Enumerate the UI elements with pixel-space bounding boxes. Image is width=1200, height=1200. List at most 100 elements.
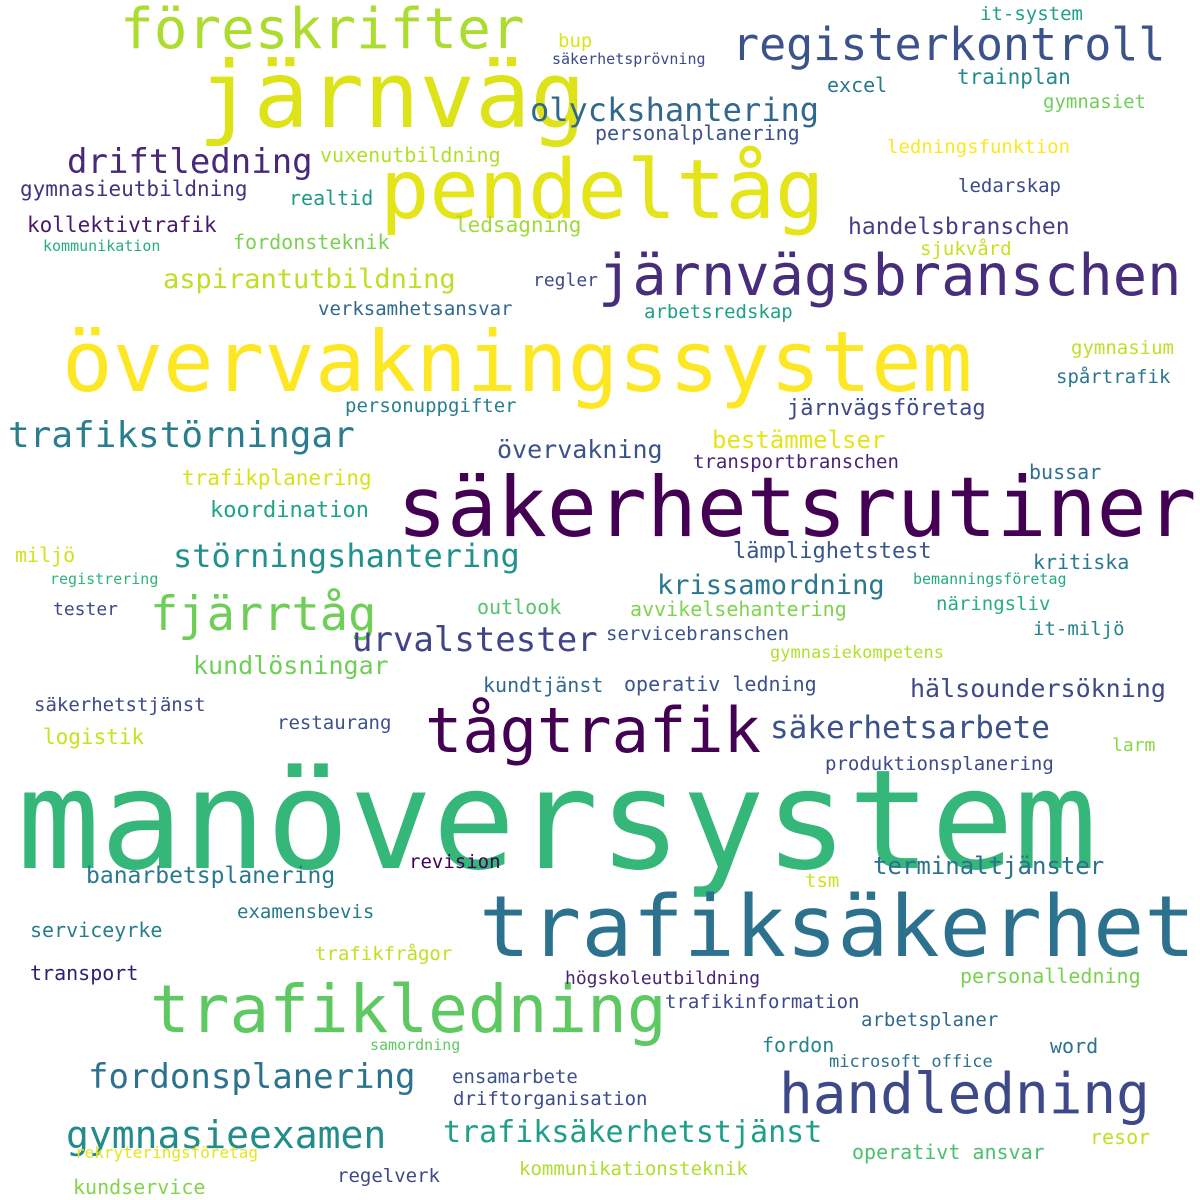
word: lämplighetstest <box>733 539 932 564</box>
word: word <box>1050 1034 1099 1058</box>
word: trafiksäkerhet <box>479 878 1196 977</box>
word: säkerhetstjänst <box>34 694 206 716</box>
word: transportbranschen <box>693 451 899 473</box>
word: hälsoundersökning <box>910 674 1166 703</box>
word: examensbevis <box>237 901 375 923</box>
word: järnväg <box>198 42 586 149</box>
word: störningshantering <box>173 537 520 575</box>
word: sjukvård <box>920 238 1012 260</box>
word: manöversystem <box>17 740 1098 901</box>
word: bussar <box>1029 460 1102 484</box>
word: arbetsplaner <box>861 1009 999 1031</box>
word: larm <box>1112 735 1156 756</box>
word: operativ ledning <box>624 672 817 696</box>
word: järnvägsbranschen <box>598 243 1182 309</box>
word: övervakningssystem <box>62 313 973 411</box>
word: ledningsfunktion <box>887 136 1071 158</box>
word: handelsbranschen <box>848 214 1070 240</box>
word: rekryteringsföretag <box>75 1143 259 1162</box>
word: registrering <box>50 570 159 588</box>
word: verksamhetsansvar <box>318 298 513 320</box>
word: personuppgifter <box>345 395 517 417</box>
word: operativt ansvar <box>852 1140 1045 1164</box>
word: resor <box>1090 1125 1151 1149</box>
word: regler <box>533 270 599 291</box>
word: ensamarbete <box>452 1066 578 1088</box>
word: säkerhetsrutiner <box>397 459 1197 556</box>
word: produktionsplanering <box>825 753 1054 775</box>
word: fordonsteknik <box>233 230 390 254</box>
word: avvikelsehantering <box>630 597 847 621</box>
word: transport <box>30 961 139 985</box>
word: handledning <box>779 1062 1150 1127</box>
word: registerkontroll <box>732 18 1166 71</box>
word: kundtjänst <box>483 673 604 697</box>
word: serviceyrke <box>30 918 163 942</box>
word: bestämmelser <box>712 426 886 454</box>
word: gymnasieutbildning <box>20 177 248 201</box>
word: personalplanering <box>595 121 800 145</box>
word: säkerhetsprövning <box>552 50 706 68</box>
word: tågtrafik <box>425 694 761 767</box>
word: trafiksäkerhetstjänst <box>443 1115 823 1150</box>
word: banarbetsplanering <box>86 863 336 889</box>
word: gymnasium <box>1071 337 1174 359</box>
word: krissamordning <box>657 570 885 601</box>
word: trafikplanering <box>182 466 372 490</box>
word: arbetsredskap <box>644 301 793 323</box>
word: högskoleutbildning <box>565 968 761 989</box>
word: bup <box>558 30 593 52</box>
word: ledarskap <box>958 175 1061 197</box>
word: säkerhetsarbete <box>770 710 1050 746</box>
word: spårtrafik <box>1056 366 1171 388</box>
word: logistik <box>43 725 145 749</box>
word: it-system <box>980 3 1083 25</box>
word: it-miljö <box>1033 618 1125 640</box>
word: trainplan <box>957 65 1071 89</box>
word: aspirantutbildning <box>163 264 456 295</box>
word: revision <box>409 851 501 873</box>
word: microsoft office <box>829 1052 993 1072</box>
word: gymnasiekompetens <box>770 643 944 663</box>
word: kollektivtrafik <box>27 213 217 237</box>
word: personalledning <box>960 964 1141 988</box>
word: koordination <box>210 498 369 523</box>
word: miljö <box>15 543 76 567</box>
word: vuxenutbildning <box>320 143 501 167</box>
word: pendeltåg <box>380 143 825 238</box>
word: kundlösningar <box>193 651 389 680</box>
word: urvalstester <box>352 620 598 660</box>
word: excel <box>827 73 888 97</box>
word: trafikfrågor <box>315 943 453 965</box>
word: fordon <box>762 1033 835 1057</box>
word: trafikinformation <box>665 991 860 1013</box>
word: driftorganisation <box>453 1088 648 1110</box>
word: gymnasiet <box>1043 91 1146 113</box>
word: regelverk <box>337 1165 440 1187</box>
word: föreskrifter <box>120 0 525 62</box>
word: gymnasieexamen <box>66 1113 387 1157</box>
word: näringsliv <box>936 593 1051 615</box>
word: ledsagning <box>455 213 582 237</box>
word: outlook <box>477 595 562 619</box>
word: bemanningsföretag <box>913 570 1067 588</box>
word: servicebranschen <box>606 623 790 645</box>
word: olyckshantering <box>530 91 819 129</box>
word: övervakning <box>497 435 663 464</box>
word: järnvägsföretag <box>787 396 986 421</box>
word: terminaltjänster <box>873 852 1105 880</box>
word: kommunikation <box>43 237 161 255</box>
word: samordning <box>370 1036 461 1054</box>
word: restaurang <box>277 712 392 734</box>
word: kritiska <box>1033 550 1130 574</box>
word: kommunikationsteknik <box>519 1158 748 1180</box>
word: fordonsplanering <box>88 1057 416 1097</box>
word: trafikledning <box>150 971 667 1048</box>
word: tsm <box>805 870 840 892</box>
word: driftledning <box>67 142 313 182</box>
word: kundservice <box>73 1175 206 1199</box>
word: tester <box>53 599 119 620</box>
word: trafikstörningar <box>8 415 355 456</box>
word: fjärrtåg <box>150 587 377 642</box>
